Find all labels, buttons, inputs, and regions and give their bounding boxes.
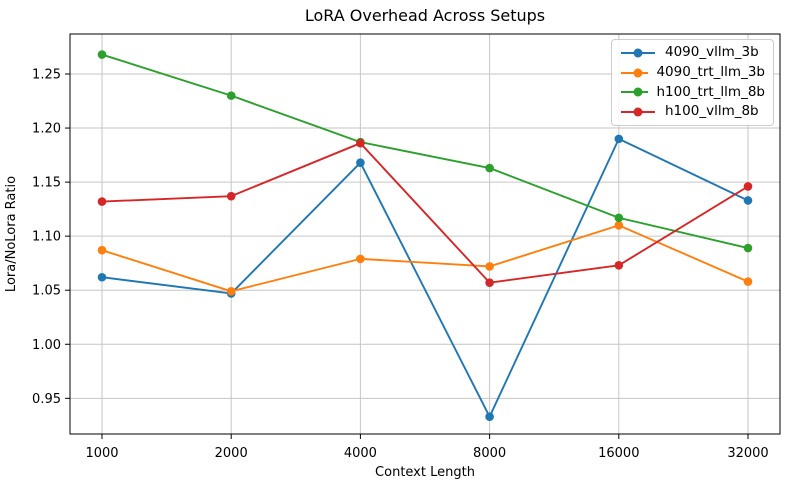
- y-tick-label: 1.10: [32, 230, 61, 245]
- data-point: [485, 278, 494, 287]
- legend-marker: [621, 107, 655, 117]
- series-line-4090_vllm_3b: [101, 137, 749, 418]
- y-tick-label: 1.15: [32, 176, 61, 191]
- legend: 4090_vllm_3b 4090_trt_llm_3b h100_trt_ll…: [611, 39, 774, 126]
- x-tick-label: 8000: [473, 446, 506, 461]
- x-tick-label: 32000: [727, 446, 768, 461]
- data-point: [743, 196, 753, 205]
- x-tick-label: 16000: [598, 446, 639, 461]
- data-point: [226, 286, 236, 296]
- y-tick-label: 1.25: [32, 68, 61, 83]
- data-point: [226, 91, 236, 100]
- data-point: [614, 134, 624, 144]
- y-axis-label: Lora/NoLora Ratio: [4, 176, 19, 292]
- axis-ticks: 0.95 1.00 1.05 1.10 1.15 1.20 1.25 1000 2000 4000…: [32, 68, 769, 462]
- data-point: [485, 412, 494, 422]
- y-tick-label: 1.05: [32, 284, 61, 299]
- data-point: [226, 191, 236, 201]
- data-point: [97, 245, 107, 255]
- data-point: [614, 221, 624, 230]
- data-point: [97, 197, 107, 206]
- data-point: [614, 261, 624, 270]
- legend-item: h100_trt_llm_8b: [619, 85, 765, 99]
- chart-title: LoRA Overhead Across Setups: [305, 6, 545, 25]
- x-tick-label: 2000: [215, 446, 248, 461]
- data-point: [356, 254, 365, 264]
- data-point: [485, 163, 494, 173]
- data-point: [97, 50, 107, 59]
- legend-marker: [621, 87, 649, 97]
- series-line-h100_trt_llm_8b: [101, 53, 749, 249]
- legend-marker: [621, 68, 649, 78]
- data-point: [743, 182, 753, 191]
- data-point: [614, 213, 624, 223]
- data-point: [356, 138, 365, 148]
- y-tick-label: 1.00: [32, 338, 61, 353]
- data-point: [356, 158, 365, 167]
- data-point: [485, 262, 494, 271]
- x-axis-label: Context Length: [375, 465, 475, 480]
- series-layer: [97, 50, 753, 422]
- data-point: [743, 243, 753, 253]
- legend-item: 4090_trt_llm_3b: [619, 63, 765, 80]
- plot-border: [69, 33, 781, 435]
- x-tick-label: 4000: [344, 446, 377, 461]
- legend-label: 4090_vllm_3b: [665, 44, 759, 61]
- legend-label: h100_trt_llm_8b: [656, 83, 765, 100]
- data-point: [97, 272, 107, 282]
- legend-item: 4090_vllm_3b: [619, 46, 765, 60]
- legend-marker: [621, 48, 655, 58]
- legend-item: h100_vllm_8b: [619, 105, 765, 119]
- x-tick-label: 1000: [85, 446, 118, 461]
- data-point: [743, 277, 753, 286]
- legend-label: h100_vllm_8b: [665, 103, 759, 120]
- series-line-h100_vllm_8b: [101, 142, 749, 284]
- y-tick-label: 0.95: [32, 392, 61, 407]
- series-line-4090_trt_llm_3b: [101, 224, 749, 293]
- y-tick-label: 1.20: [32, 122, 61, 137]
- legend-label: 4090_trt_llm_3b: [656, 63, 765, 80]
